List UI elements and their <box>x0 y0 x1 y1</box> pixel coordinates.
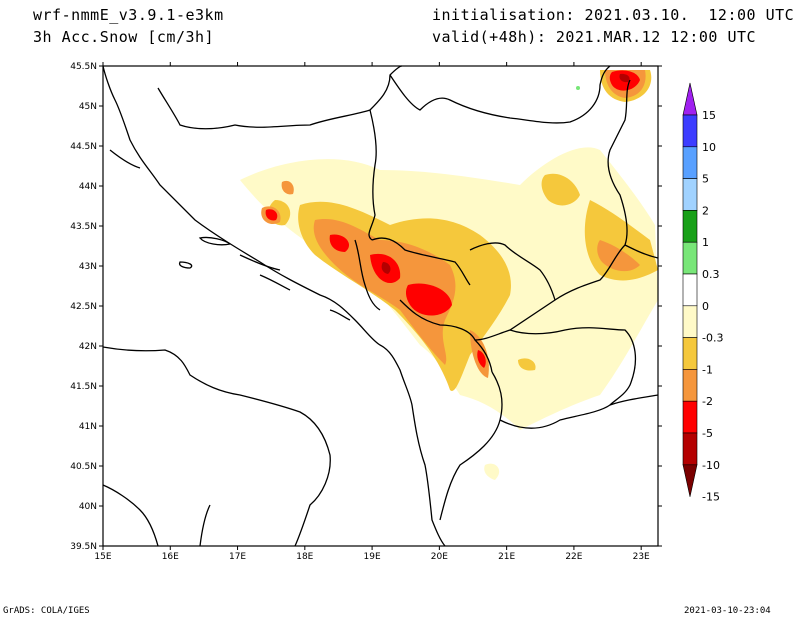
legend-label: -1 <box>702 363 713 376</box>
footer-credit: GrADS: COLA/IGES <box>3 606 90 616</box>
init-time: initialisation: 2021.03.10. 12:00 UTC <box>432 6 795 24</box>
lon-label: 22E <box>565 552 582 562</box>
valid-time: valid(+48h): 2021.MAR.12 12:00 UTC <box>432 28 757 46</box>
lat-label: 45N <box>79 102 97 112</box>
legend-label: 0 <box>702 300 709 313</box>
border-macedonia-bulgaria <box>509 327 637 406</box>
legend-label: 2 <box>702 204 709 217</box>
legend-label: -0.3 <box>702 332 723 345</box>
lat-label: 43N <box>79 262 97 272</box>
legend-label: 0.3 <box>702 268 720 281</box>
snow-extreme-area <box>619 73 630 83</box>
legend-label: 10 <box>702 141 716 154</box>
snow-field <box>240 70 658 480</box>
island <box>329 309 351 321</box>
snow-heavy-area <box>597 240 640 272</box>
border-serbia-bulgaria <box>554 79 631 301</box>
boundaries <box>102 65 659 547</box>
border-serbia-romania <box>389 65 611 124</box>
legend-swatch <box>682 114 698 148</box>
border-bulgaria <box>624 244 659 259</box>
coastline-italy-south <box>102 484 159 547</box>
legend-swatch <box>682 337 698 370</box>
lat-label: 40N <box>79 502 97 512</box>
lat-label: 45.5N <box>70 62 97 72</box>
border-bosnia-serbia <box>368 109 377 241</box>
legend-swatch <box>682 210 698 243</box>
coastline-balkan <box>102 65 446 547</box>
lat-label: 39.5N <box>70 542 97 552</box>
legend-swatch <box>682 241 698 275</box>
lat-label: 44.5N <box>70 142 97 152</box>
legend-swatch <box>682 432 698 466</box>
lon-label: 18E <box>296 552 313 562</box>
variable-title: 3h Acc.Snow [cm/3h] <box>33 28 215 46</box>
lat-label: 42N <box>79 342 97 352</box>
island <box>239 254 281 271</box>
legend-label: 5 <box>702 173 709 186</box>
border-montenegro <box>354 239 381 311</box>
snow-heavy-area <box>281 180 294 195</box>
snow-heavy-area <box>313 219 456 365</box>
island <box>109 149 141 169</box>
lon-label: 19E <box>364 552 381 562</box>
lon-label: 20E <box>431 552 448 562</box>
snow-very-heavy-area <box>329 234 350 252</box>
snow-moderate-area <box>541 173 580 206</box>
model-title: wrf-nmmE_v3.9.1-e3km <box>33 6 224 24</box>
lon-label: 15E <box>94 552 111 562</box>
lat-label: 40.5N <box>70 462 97 472</box>
legend-swatch <box>682 178 698 211</box>
legend-swatch <box>682 146 698 179</box>
lon-label: 23E <box>633 552 650 562</box>
coastline-italy <box>102 346 331 547</box>
legend-label: 1 <box>702 236 709 249</box>
lat-label: 42.5N <box>70 302 97 312</box>
legend-label: 15 <box>702 109 716 122</box>
snow-light-area <box>484 463 500 480</box>
snow-extreme-area <box>381 262 391 274</box>
snow-moderate-area <box>518 358 536 371</box>
border-albania-north <box>399 299 493 373</box>
lon-label: 16E <box>162 552 179 562</box>
axis-labels: 15E 16E 17E 18E 19E 20E 21E 22E 23E 39.5N 40N 40.5N… <box>70 62 650 562</box>
border-greece-north <box>499 394 659 429</box>
axis-ticks <box>99 62 662 550</box>
snow-melt-spot <box>576 86 580 90</box>
island <box>178 261 193 269</box>
lat-label: 41.5N <box>70 382 97 392</box>
legend-label: -10 <box>702 459 720 472</box>
footer-timestamp: 2021-03-10-23:04 <box>684 606 771 616</box>
legend-arrow-top <box>682 82 698 116</box>
legend-arrow-bottom <box>682 464 698 497</box>
lat-label: 44N <box>79 182 97 192</box>
lon-label: 21E <box>498 552 515 562</box>
legend-label: -5 <box>702 427 713 440</box>
island <box>259 274 291 291</box>
lat-label: 41N <box>79 422 97 432</box>
border-kosovo <box>469 242 556 341</box>
island <box>198 236 232 246</box>
legend-swatch <box>682 305 698 338</box>
snow-very-heavy-area <box>405 283 452 316</box>
legend-swatch <box>682 369 698 402</box>
snow-very-heavy-area <box>265 209 278 221</box>
lon-label: 17E <box>229 552 246 562</box>
legend-swatch <box>682 400 698 434</box>
legend-swatch <box>682 273 698 307</box>
coastline-italy-heel <box>199 504 211 547</box>
snow-very-heavy-area <box>477 350 486 368</box>
legend-label: -15 <box>702 491 720 504</box>
legend-colorbar: 15 10 5 2 1 0.3 0 -0.3 -1 -2 -5 -10 -15 <box>682 82 723 504</box>
lat-label: 43.5N <box>70 222 97 232</box>
border-serbia-montenegro <box>371 237 471 286</box>
legend-label: -2 <box>702 395 713 408</box>
border-albania-greece <box>439 371 503 521</box>
